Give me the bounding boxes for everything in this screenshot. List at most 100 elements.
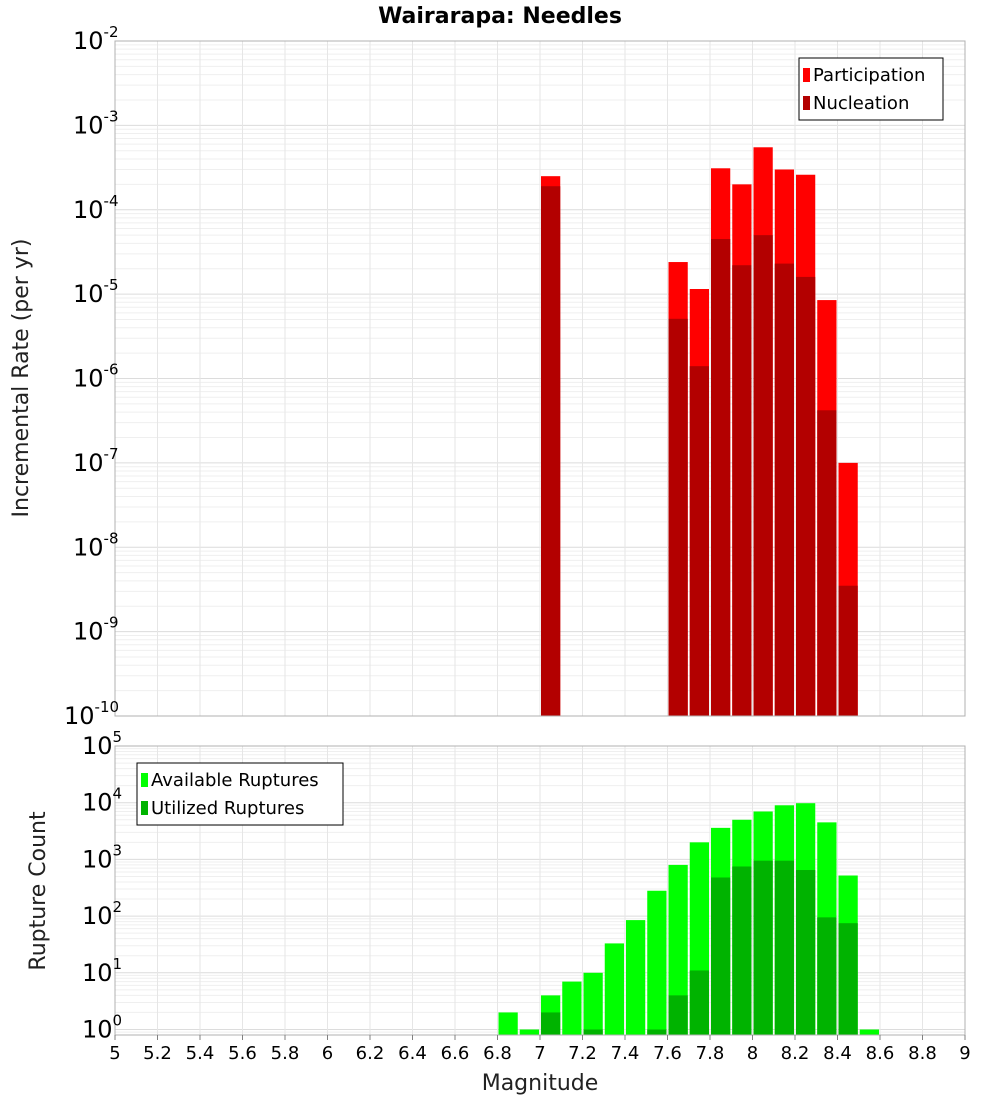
y-tick-exponent: -3 [104,107,119,125]
x-tick-label: 7.8 [696,1043,725,1064]
x-tick-label: 5 [109,1043,120,1064]
y-tick-base: 10 [73,449,104,477]
y-tick-label: 101 [82,955,122,987]
y-tick-label: 104 [82,785,122,817]
y-tick-exponent: 5 [113,728,123,746]
panel-1: 10-1010-910-810-710-610-510-410-310-2Inc… [9,23,966,730]
y-tick-label: 10-5 [73,276,119,308]
legend-swatch [803,96,810,110]
legend-box [136,762,344,826]
bar [711,239,731,716]
x-tick-label: 6.4 [398,1043,427,1064]
bar [498,1012,518,1035]
legend-swatch [141,773,148,787]
bar [753,235,773,716]
bar [817,410,837,716]
y-tick-label: 10-9 [73,614,119,646]
y-tick-base: 10 [73,618,104,646]
y-tick-base: 10 [82,959,113,987]
x-tick-label: 6.2 [356,1043,385,1064]
y-tick-base: 10 [82,732,113,760]
bar [689,970,709,1035]
legend: Participation Nucleation [798,57,944,121]
legend-box [798,57,944,121]
y-tick-exponent: 0 [113,1012,123,1030]
bar [668,995,688,1035]
bar [604,943,624,1035]
x-axis-label: Magnitude [482,1071,599,1096]
x-tick-label: 8.8 [908,1043,937,1064]
x-tick-label: 8 [747,1043,758,1064]
bar [732,265,752,716]
bar [583,972,603,1035]
x-tick-label: 5.6 [228,1043,257,1064]
x-tick-label: 7.4 [611,1043,640,1064]
y-tick-exponent: -8 [104,529,119,547]
y-tick-exponent: 1 [113,955,123,973]
y-tick-label: 102 [82,898,122,930]
y-tick-exponent: 2 [113,898,123,916]
y-tick-base: 10 [82,1016,113,1044]
y-tick-exponent: -5 [104,276,119,294]
bar [859,1029,879,1035]
bar [753,860,773,1035]
x-tick-label: 7.6 [653,1043,682,1064]
x-tick-label: 6.8 [483,1043,512,1064]
y-tick-label: 10-8 [73,529,119,561]
y-tick-exponent: 3 [113,841,123,859]
bar [711,877,731,1035]
bar [647,890,667,1035]
x-tick-label: 5.2 [143,1043,172,1064]
bar [562,981,582,1035]
x-tick-label: 9 [959,1043,970,1064]
y-tick-base: 10 [82,845,113,873]
legend-label: Available Ruptures [151,770,319,791]
y-tick-label: 10-4 [73,192,119,224]
legend-swatch [141,801,148,815]
x-axis: 5 5.2 5.4 5.6 5.8 6 6.2 6.4 6.6 6.8 7 7.2 7.4 7.6 7.8 8… [109,1035,971,1064]
y-tick-label: 10-3 [73,107,119,139]
y-tick-exponent: -2 [104,23,119,41]
y-axis-label: Rupture Count [26,811,51,971]
y-tick-base: 10 [64,702,95,730]
x-tick-label: 6.6 [441,1043,470,1064]
legend: Available Ruptures Utilized Ruptures [136,762,344,826]
bar [626,920,646,1035]
x-tick-label: 8.2 [781,1043,810,1064]
y-tick-base: 10 [73,27,104,55]
plot-border [114,40,966,717]
bar [668,318,688,716]
y-tick-base: 10 [73,365,104,393]
bar [774,860,794,1035]
y-tick-base: 10 [73,111,104,139]
bar [519,1029,539,1035]
bar [838,585,858,716]
legend-label: Utilized Ruptures [151,798,304,819]
bar [541,1012,561,1035]
gridlines [114,41,966,717]
x-tick-label: 7.2 [568,1043,597,1064]
x-tick-label: 5.4 [186,1043,215,1064]
y-tick-label: 10-7 [73,445,119,477]
bar [774,263,794,716]
y-tick-base: 10 [82,902,113,930]
x-tick-label: 5.8 [271,1043,300,1064]
x-tick-label: 8.4 [823,1043,852,1064]
bar [668,864,688,1035]
bar [796,870,816,1035]
y-tick-label: 100 [82,1012,122,1044]
y-tick-label: 105 [82,728,122,760]
y-tick-label: 103 [82,841,122,873]
y-tick-label: 10-10 [64,698,119,730]
y-tick-base: 10 [73,280,104,308]
series-2-bars [541,860,858,1035]
y-tick-label: 10-6 [73,361,119,393]
y-tick-base: 10 [73,533,104,561]
series-2-bars [541,186,858,716]
x-tick-label: 7 [534,1043,545,1064]
bar [732,866,752,1035]
x-tick-label: 6 [322,1043,333,1064]
